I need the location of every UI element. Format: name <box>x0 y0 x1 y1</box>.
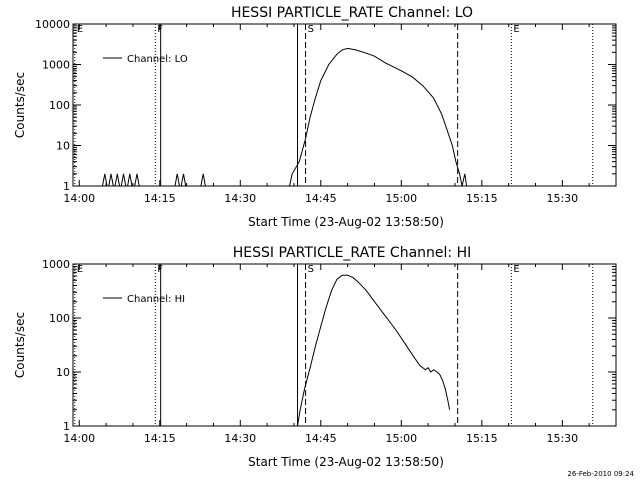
y-tick-label: 10 <box>56 140 70 153</box>
series-line <box>127 173 133 187</box>
marker-label: E <box>513 264 519 275</box>
marker-label: E <box>77 24 83 35</box>
x-tick-label: 15:15 <box>466 432 498 445</box>
x-tick-label: 14:00 <box>63 192 95 205</box>
x-tick-label: 14:15 <box>144 192 176 205</box>
y-axis-label: Counts/sec <box>13 312 27 378</box>
series-line <box>120 173 127 187</box>
y-tick-label: 100 <box>49 312 70 325</box>
legend: Channel: HI <box>103 294 185 305</box>
x-tick-label: 14:45 <box>305 192 337 205</box>
x-tick-label: 15:30 <box>546 192 578 205</box>
legend-label: Channel: LO <box>127 54 188 65</box>
chart-title: HESSI PARTICLE_RATE Channel: HI <box>233 245 471 261</box>
plot-frame <box>72 263 617 427</box>
x-tick-label: 15:15 <box>466 192 498 205</box>
y-tick-label: 1 <box>63 420 70 433</box>
y-tick-label: 1000 <box>42 258 70 271</box>
series-line <box>114 173 120 187</box>
x-tick-label: 14:15 <box>144 432 176 445</box>
timestamp: 26-Feb-2010 09:24 <box>567 470 634 478</box>
legend-label: Channel: HI <box>127 294 185 305</box>
x-tick-label: 14:45 <box>305 432 337 445</box>
y-axis-label: Counts/sec <box>13 72 27 138</box>
series-line <box>297 274 451 427</box>
series-line <box>108 173 114 187</box>
x-tick-label: 15:00 <box>385 192 417 205</box>
series-line <box>174 173 180 187</box>
x-tick-label: 15:30 <box>546 432 578 445</box>
y-tick-label: 100 <box>49 99 70 112</box>
y-tick-label: 10000 <box>35 18 70 31</box>
series-line <box>102 173 108 187</box>
plot-frame <box>72 23 617 187</box>
marker-label: S <box>308 264 314 275</box>
x-tick-label: 15:00 <box>385 432 417 445</box>
series-line <box>200 173 206 187</box>
y-tick-label: 1000 <box>42 59 70 72</box>
marker-label: S <box>308 24 314 35</box>
x-tick-label: 14:30 <box>224 432 256 445</box>
y-tick-label: 10 <box>56 366 70 379</box>
chart-title: HESSI PARTICLE_RATE Channel: LO <box>231 5 473 21</box>
legend: Channel: LO <box>103 54 188 65</box>
panel-lo: HESSI PARTICLE_RATE Channel: LO Counts/s… <box>13 5 617 229</box>
x-axis-label: Start Time (23-Aug-02 13:58:50) <box>248 215 444 229</box>
series-line <box>134 173 140 187</box>
marker-label: E <box>77 264 83 275</box>
series-line <box>180 173 187 187</box>
series-line <box>289 47 468 187</box>
y-tick-label: 1 <box>63 180 70 193</box>
panel-hi: HESSI PARTICLE_RATE Channel: HI Counts/s… <box>13 245 617 469</box>
x-tick-label: 14:00 <box>63 432 95 445</box>
x-axis-label: Start Time (23-Aug-02 13:58:50) <box>248 455 444 469</box>
marker-label: E <box>513 24 519 35</box>
x-tick-label: 14:30 <box>224 192 256 205</box>
